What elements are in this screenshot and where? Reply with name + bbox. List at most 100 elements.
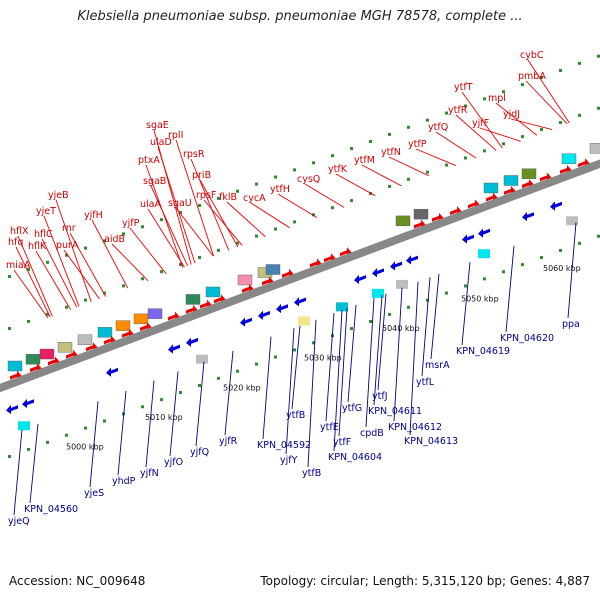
gene-label[interactable]: cysQ <box>297 174 320 185</box>
reverse-gene-arrow[interactable] <box>478 228 490 238</box>
gene-feature[interactable] <box>25 354 41 365</box>
reverse-gene-arrow[interactable] <box>354 274 366 285</box>
gene-feature[interactable] <box>196 354 208 364</box>
gene-feature[interactable] <box>18 421 30 431</box>
gene-feature[interactable] <box>413 208 429 220</box>
gene-label[interactable]: sgaE <box>146 120 169 131</box>
reverse-gene-arrow[interactable] <box>276 303 288 314</box>
gene-label[interactable]: ytfR <box>448 105 468 116</box>
reverse-gene-arrow[interactable] <box>372 267 384 278</box>
gene-feature[interactable] <box>372 288 384 298</box>
gene-feature[interactable] <box>57 342 73 353</box>
reverse-gene-arrow[interactable] <box>294 297 306 307</box>
reverse-gene-arrow[interactable] <box>6 404 18 415</box>
gene-label[interactable]: KPN_04611 <box>368 406 422 417</box>
gene-feature[interactable] <box>483 182 499 194</box>
gene-label[interactable]: msrA <box>425 360 450 371</box>
gene-label[interactable]: yjeS <box>84 488 104 499</box>
gene-label[interactable]: rplI <box>168 130 183 141</box>
gene-label[interactable]: yjeB <box>48 190 69 201</box>
gene-feature[interactable] <box>115 320 131 331</box>
gene-label[interactable]: yjfF <box>472 118 489 129</box>
gene-label[interactable]: ytfM <box>354 155 375 166</box>
gene-label[interactable]: ytfB <box>286 410 305 421</box>
gene-label[interactable]: ytfQ <box>428 122 448 133</box>
gene-label[interactable]: fklB <box>219 192 237 203</box>
gene-feature[interactable] <box>566 216 578 226</box>
gene-label[interactable]: cpdB <box>360 428 384 439</box>
gene-feature[interactable] <box>298 316 310 326</box>
gene-label[interactable]: yjfO <box>164 457 183 468</box>
gene-feature[interactable] <box>395 215 411 227</box>
gene-label[interactable]: ytfT <box>454 82 473 93</box>
gene-label[interactable]: ulaD <box>150 137 172 148</box>
gene-label[interactable]: cycA <box>243 193 266 204</box>
reverse-gene-arrow[interactable] <box>186 337 198 347</box>
gene-label[interactable]: aidB <box>104 234 125 245</box>
gene-label[interactable]: KPN_04592 <box>257 440 311 451</box>
gene-label[interactable]: ppa <box>562 319 580 330</box>
reverse-gene-arrow[interactable] <box>168 344 180 354</box>
gene-label[interactable]: yjdJ <box>503 109 520 120</box>
reverse-gene-arrow[interactable] <box>22 398 34 409</box>
gene-label[interactable]: sgaU <box>168 198 192 209</box>
gene-label[interactable]: hflK <box>28 241 47 252</box>
gene-label[interactable]: ytfG <box>342 403 362 414</box>
gene-label[interactable]: rnr <box>62 223 76 234</box>
gene-label[interactable]: rpsF <box>196 190 216 201</box>
gene-feature[interactable] <box>7 360 23 372</box>
gene-label[interactable]: mpl <box>488 93 506 104</box>
gene-label[interactable]: ytfN <box>381 147 401 158</box>
gene-label[interactable]: yjfP <box>122 218 140 229</box>
gene-feature[interactable] <box>185 294 201 305</box>
gene-label[interactable]: sgaB <box>143 176 166 187</box>
gene-label[interactable]: ytfK <box>328 164 348 175</box>
gene-label[interactable]: yjfY <box>280 455 298 466</box>
gene-feature[interactable] <box>205 286 221 298</box>
reverse-gene-arrow[interactable] <box>258 310 270 320</box>
gene-feature[interactable] <box>39 348 55 360</box>
gene-feature[interactable] <box>133 313 149 325</box>
gene-label[interactable]: cybC <box>520 50 544 61</box>
gene-label[interactable]: yjeT <box>36 206 56 217</box>
gene-label[interactable]: yjfH <box>84 210 103 221</box>
gene-label[interactable]: yhdP <box>112 476 136 487</box>
reverse-gene-arrow[interactable] <box>390 261 402 271</box>
gene-feature[interactable] <box>265 264 281 275</box>
gene-label[interactable]: pmbA <box>518 71 546 82</box>
gene-label[interactable]: miaA <box>6 260 31 271</box>
gene-label[interactable]: hflX <box>10 226 29 237</box>
gene-label[interactable]: KPN_04620 <box>500 333 554 344</box>
reverse-gene-arrow[interactable] <box>522 211 534 222</box>
gene-feature[interactable] <box>521 168 537 179</box>
gene-label[interactable]: ytfE <box>320 422 339 433</box>
reverse-gene-arrow[interactable] <box>106 367 118 377</box>
reverse-gene-arrow[interactable] <box>406 255 418 265</box>
gene-feature[interactable] <box>589 143 600 154</box>
gene-label[interactable]: ulaA <box>140 199 161 210</box>
gene-label[interactable]: priB <box>192 170 211 181</box>
gene-feature[interactable] <box>561 153 577 165</box>
gene-feature[interactable] <box>237 274 253 286</box>
gene-feature[interactable] <box>503 175 519 186</box>
gene-label[interactable]: KPN_04612 <box>388 422 442 433</box>
gene-feature[interactable] <box>336 302 348 312</box>
gene-label[interactable]: KPN_04560 <box>24 504 78 515</box>
gene-label[interactable]: yjfR <box>219 436 238 447</box>
gene-label[interactable]: yjeQ <box>8 516 30 527</box>
gene-feature[interactable] <box>396 279 408 289</box>
gene-label[interactable]: rpsR <box>183 149 205 160</box>
gene-label[interactable]: hfq <box>8 237 23 248</box>
gene-feature[interactable] <box>97 327 113 338</box>
gene-label[interactable]: ytfP <box>408 139 427 150</box>
gene-feature[interactable] <box>478 249 490 259</box>
reverse-gene-arrow[interactable] <box>462 234 474 244</box>
gene-label[interactable]: ytfF <box>333 437 351 448</box>
gene-label[interactable]: purA <box>56 240 79 251</box>
gene-label[interactable]: ytfB <box>302 468 321 479</box>
gene-label[interactable]: hflC <box>34 229 53 240</box>
reverse-gene-arrow[interactable] <box>550 201 562 211</box>
gene-label[interactable]: KPN_04619 <box>456 346 510 357</box>
gene-label[interactable]: KPN_04613 <box>404 436 458 447</box>
